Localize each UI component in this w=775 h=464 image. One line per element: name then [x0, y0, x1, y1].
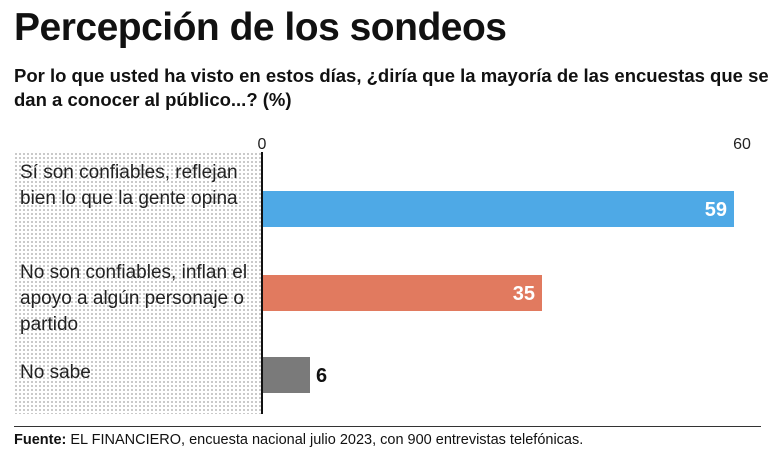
- chart-subtitle: Por lo que usted ha visto en estos días,…: [14, 65, 769, 110]
- bars-layer: 59 35 6: [262, 191, 734, 393]
- x-tick-label-60: 60: [733, 136, 751, 153]
- x-tick-label-0: 0: [258, 136, 267, 153]
- chart-title: Percepción de los sondeos: [14, 6, 507, 49]
- footer-divider: [14, 426, 761, 427]
- value-label-no-sabe: 6: [316, 365, 327, 387]
- source-note: Fuente: EL FINANCIERO, encuesta nacional…: [14, 432, 583, 448]
- label-area-background: [14, 152, 262, 414]
- category-label-no-confiables: No son confiables, inflan el apoyo a alg…: [20, 262, 248, 335]
- bar-no-sabe: [262, 357, 310, 393]
- value-label-confiables: 59: [705, 199, 727, 221]
- bar-confiables: [262, 191, 734, 227]
- bar-no-confiables: [262, 275, 542, 311]
- category-label-no-sabe: No sabe: [20, 362, 91, 383]
- category-label-confiables: Sí son confiables, reflejan bien lo que …: [20, 162, 238, 209]
- value-label-no-confiables: 35: [513, 283, 535, 305]
- source-label: Fuente:: [14, 432, 67, 448]
- source-text: EL FINANCIERO, encuesta nacional julio 2…: [66, 432, 584, 448]
